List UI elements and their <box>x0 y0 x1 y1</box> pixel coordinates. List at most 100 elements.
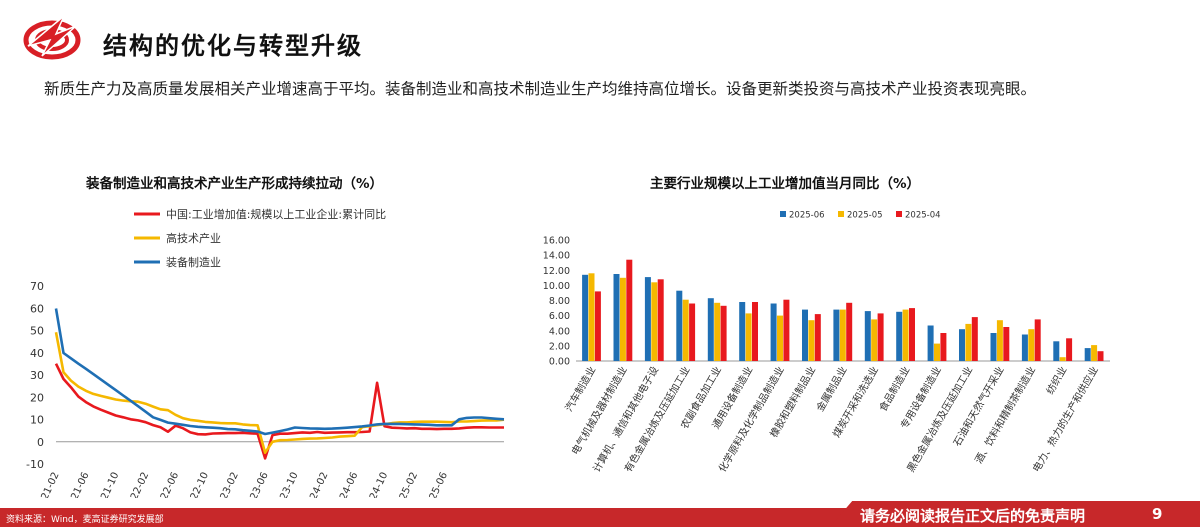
disclaimer-banner: 请务必阅读报告正文后的免责声明 9 <box>830 501 1200 527</box>
legend-label: 装备制造业 <box>166 255 221 269</box>
intro-text: 新质生产力及高质量发展相关产业增速高于平均。装备制造业和高技术制造业生产均维持高… <box>44 80 1037 98</box>
bar <box>940 333 947 361</box>
bar <box>996 320 1003 361</box>
bar <box>808 320 815 361</box>
bar <box>1053 341 1060 361</box>
y-tick-label: 0.00 <box>549 357 570 368</box>
legend-label: 2025-05 <box>847 211 883 221</box>
bar <box>846 302 853 361</box>
y-tick-label: 2.00 <box>549 341 570 352</box>
source-note: 资料来源：Wind，麦高证券研究发展部 <box>6 515 164 525</box>
y-tick-label: 60 <box>30 302 44 315</box>
bar <box>1084 348 1091 361</box>
bar <box>1066 338 1073 361</box>
category-label: 食品制造业 <box>876 364 912 414</box>
legend-label: 2025-04 <box>905 211 941 221</box>
bar <box>676 290 683 361</box>
x-tick-label: 2021-06 <box>64 471 92 498</box>
bar <box>839 309 846 361</box>
bar <box>1059 357 1066 361</box>
x-tick-label: 2023-06 <box>243 471 271 498</box>
bar <box>739 302 746 361</box>
page-title: 结构的优化与转型升级 <box>103 32 363 60</box>
bar <box>582 274 589 361</box>
bar <box>770 303 777 361</box>
x-tick-label: 2024-02 <box>303 471 331 498</box>
y-tick-label: 16.00 <box>543 236 570 247</box>
y-tick-label: 6.00 <box>549 311 570 322</box>
y-tick-label: 20 <box>30 391 44 404</box>
legend-swatch <box>780 211 786 217</box>
bar <box>1003 327 1010 361</box>
bar <box>777 315 783 361</box>
bar <box>689 303 696 361</box>
bar <box>877 313 884 361</box>
y-tick-label: 40 <box>30 347 44 360</box>
bar <box>990 333 997 361</box>
y-tick-label: 4.00 <box>549 326 570 337</box>
bar <box>1097 351 1104 361</box>
y-tick-label: 50 <box>30 325 44 338</box>
y-tick-label: 12.00 <box>543 266 570 277</box>
bar <box>864 311 871 361</box>
bar <box>909 308 915 361</box>
bar <box>613 274 620 361</box>
bar <box>896 311 903 361</box>
bar <box>619 277 626 361</box>
legend-label: 2025-06 <box>789 211 825 221</box>
bar <box>594 291 601 361</box>
x-tick-label: 2022-06 <box>154 471 182 498</box>
bar <box>1034 319 1041 361</box>
bar <box>927 325 934 361</box>
x-tick-label: 2021-02 <box>34 471 62 498</box>
bar <box>644 277 651 361</box>
y-tick-label: 14.00 <box>543 251 570 262</box>
bar <box>871 319 878 361</box>
series-line-2 <box>54 308 505 436</box>
x-tick-label: 2025-02 <box>392 471 420 498</box>
bar <box>1028 329 1035 361</box>
chart1-title: 装备制造业和高技术产业生产形成持续拉动（%） <box>86 176 384 192</box>
x-tick-label: 2022-02 <box>124 471 152 498</box>
bar <box>707 298 714 361</box>
y-tick-label: 10.00 <box>543 281 570 292</box>
chart2-title: 主要行业规模以上工业增加值当月同比（%） <box>650 176 921 192</box>
company-logo-icon <box>23 15 81 60</box>
x-tick-label: 2023-10 <box>273 471 301 498</box>
x-tick-label: 2024-10 <box>363 471 391 498</box>
y-tick-label: 70 <box>30 280 44 293</box>
category-label: 纺织业 <box>1043 364 1069 396</box>
x-tick-label: 2024-06 <box>333 471 361 498</box>
legend-swatch <box>838 211 844 217</box>
bar <box>814 314 821 361</box>
bar <box>833 309 840 361</box>
bar <box>902 309 909 361</box>
bar <box>682 299 689 361</box>
x-tick-label: 2023-02 <box>213 471 241 498</box>
bar-chart: 2025-06 2025-05 2025-04 0.00 2.00 4.00 6.00 8.0… <box>543 211 1110 474</box>
legend-label: 中国:工业增加值:规模以上工业企业:累计同比 <box>166 207 386 221</box>
bar <box>651 282 658 361</box>
category-label: 酒、饮料和精制茶制造业 <box>972 364 1038 466</box>
category-label: 金属制品业 <box>813 364 849 414</box>
bar <box>965 323 972 361</box>
y-tick-label: 30 <box>30 369 44 382</box>
legend-label: 高技术产业 <box>166 231 221 245</box>
category-label: 汽车制造业 <box>562 364 598 414</box>
bar <box>783 299 790 361</box>
disclaimer-text[interactable]: 请务必阅读报告正文后的免责声明 <box>860 507 1086 525</box>
bar <box>971 317 978 361</box>
y-tick-label: 10 <box>30 414 44 427</box>
bar <box>959 329 965 361</box>
category-label: 电气机械及器材制造业 <box>568 364 629 457</box>
series-line-0 <box>54 363 504 460</box>
bar <box>752 302 758 361</box>
bar <box>1021 334 1028 361</box>
y-tick-label: 8.00 <box>549 296 570 307</box>
bar <box>626 259 633 361</box>
bar <box>1091 345 1098 361</box>
x-tick-label: 2022-10 <box>183 471 211 498</box>
bar <box>720 305 727 361</box>
legend-swatch <box>896 211 902 217</box>
